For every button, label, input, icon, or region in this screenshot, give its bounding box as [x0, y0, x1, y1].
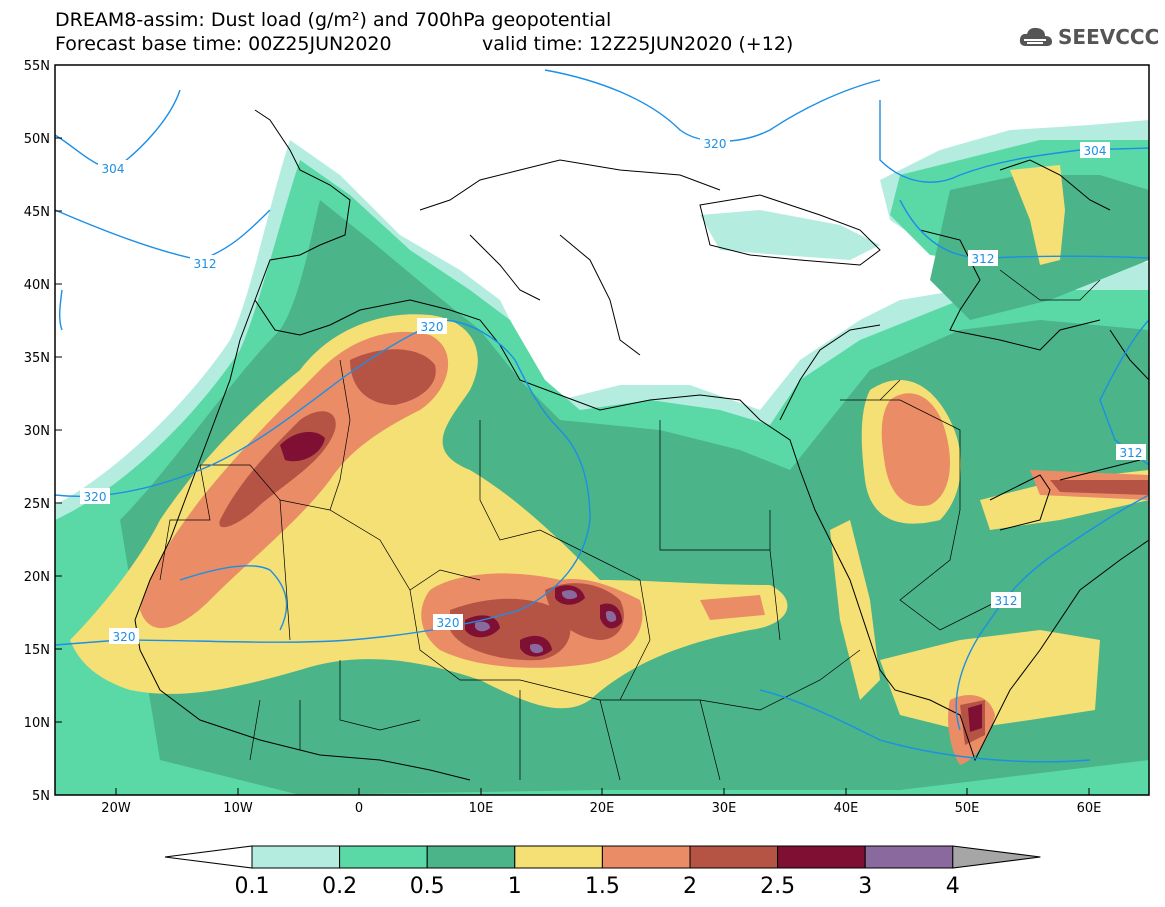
colorbar-ticks: 0.1 0.2 0.5 1 1.5 2 2.5 3 4: [235, 874, 960, 899]
colorbar-boxes: [251, 845, 1041, 869]
lon-label: 40E: [834, 801, 859, 816]
colorbar-box: [251, 845, 341, 869]
lon-label: 10W: [223, 801, 253, 816]
lat-label: 40N: [24, 278, 50, 293]
contour-label: 320: [84, 490, 107, 504]
coastlines: [134, 109, 1149, 781]
lat-label: 5N: [32, 789, 50, 804]
contour-label: 304: [102, 162, 125, 176]
colorbar-box: [601, 845, 691, 869]
contour-label: 320: [421, 320, 444, 334]
colorbar-tick-label: 4: [946, 874, 960, 899]
lon-label: 0: [355, 801, 363, 816]
contour-label: 304: [1084, 144, 1107, 158]
colorbar-box: [339, 845, 428, 869]
latitude-axis: 55N 50N 45N 40N 35N 30N 25N 20N 15N 10N …: [24, 59, 62, 804]
lon-label: 60E: [1077, 801, 1102, 816]
contour-label: 320: [113, 630, 136, 644]
colorbar-high-arrow: [952, 845, 1041, 869]
colorbar-tick-label: 1.5: [585, 874, 620, 899]
lat-label: 35N: [24, 351, 50, 366]
lon-label: 10E: [469, 801, 494, 816]
contour-label: 312: [972, 252, 995, 266]
country-borders: [159, 269, 1101, 781]
contour-label: 312: [995, 594, 1018, 608]
colorbar-tick-label: 1: [508, 874, 522, 899]
colorbar-box: [426, 845, 516, 869]
contour-label-group: 304 312 320 320 320 320 320 304 312 312 …: [80, 135, 1146, 644]
contour-label: 312: [1120, 446, 1143, 460]
colorbar-box: [777, 845, 866, 869]
colorbar-tick-label: 0.2: [322, 874, 357, 899]
lat-label: 30N: [24, 424, 50, 439]
lon-label: 50E: [955, 801, 980, 816]
colorbar-box: [514, 845, 603, 869]
colorbar-box: [689, 845, 779, 869]
lat-label: 50N: [24, 132, 50, 147]
forecast-base-time: Forecast base time: 00Z25JUN2020: [55, 33, 392, 55]
valid-time: valid time: 12Z25JUN2020 (+12): [482, 33, 794, 55]
colorbar-tick-label: 0.1: [235, 874, 270, 899]
lat-label: 25N: [24, 497, 50, 512]
map-area: [55, 65, 1149, 795]
cloud-icon: [1019, 27, 1052, 46]
lat-label: 45N: [24, 205, 50, 220]
colorbar-tick-label: 2.5: [760, 874, 795, 899]
contour-label: 312: [194, 257, 217, 271]
contour-label: 320: [437, 616, 460, 630]
lon-label: 20W: [101, 801, 131, 816]
seevccc-logo: SEEVCCC: [1018, 24, 1159, 50]
lat-label: 55N: [24, 59, 50, 74]
lon-label: 30E: [712, 801, 737, 816]
colorbar-tick-label: 0.5: [410, 874, 445, 899]
lat-label: 10N: [24, 716, 50, 731]
lat-label: 15N: [24, 643, 50, 658]
colorbar-box: [864, 845, 954, 869]
dust-shade-3: [475, 590, 617, 654]
colorbar-tick-label: 2: [683, 874, 697, 899]
longitude-axis: 20W 10W 0 10E 20E 30E 40E 50E 60E: [101, 788, 1101, 816]
colorbar-low-arrow: [164, 845, 253, 869]
map-title: DREAM8-assim: Dust load (g/m²) and 700hP…: [55, 9, 612, 31]
lon-label: 20E: [590, 801, 615, 816]
lat-label: 20N: [24, 570, 50, 585]
logo-text: SEEVCCC: [1058, 25, 1160, 49]
colorbar: 0.1 0.2 0.5 1 1.5 2 2.5 3 4: [164, 845, 1041, 899]
colorbar-tick-label: 3: [858, 874, 872, 899]
contour-label: 320: [704, 137, 727, 151]
